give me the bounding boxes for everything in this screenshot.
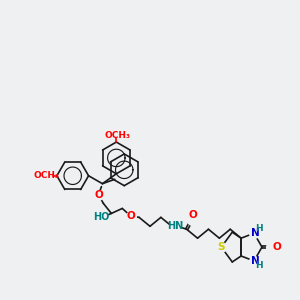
- Text: O: O: [94, 190, 103, 200]
- Text: N: N: [250, 228, 260, 238]
- Text: HO: HO: [93, 212, 110, 222]
- Text: O: O: [272, 242, 281, 252]
- Text: S: S: [218, 242, 225, 252]
- Text: H: H: [255, 261, 263, 270]
- Text: O: O: [127, 212, 136, 221]
- Text: OCH₃: OCH₃: [34, 171, 60, 180]
- Text: O: O: [188, 210, 197, 220]
- Text: HN: HN: [167, 221, 183, 231]
- Text: N: N: [250, 256, 260, 266]
- Text: OCH₃: OCH₃: [104, 130, 130, 140]
- Text: H: H: [255, 224, 263, 233]
